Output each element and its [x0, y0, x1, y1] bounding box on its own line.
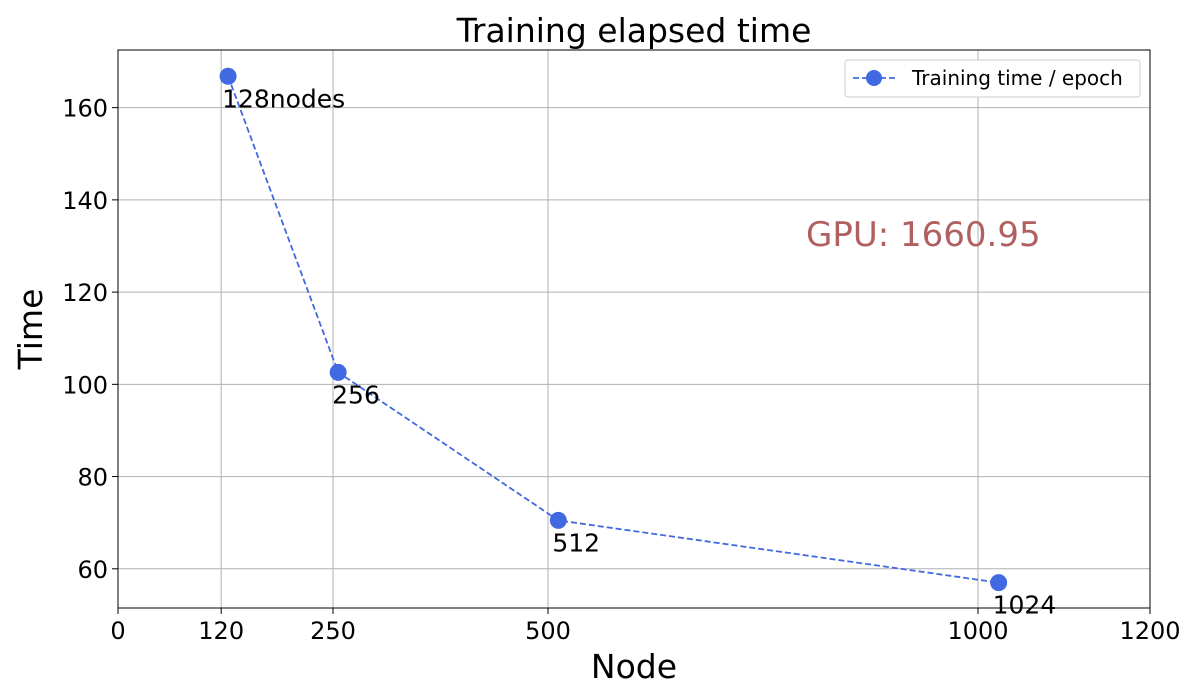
- x-tick-label: 1000: [947, 617, 1008, 645]
- x-tick-label: 250: [310, 617, 356, 645]
- axis-ticks: 0 120 250 500 1000 1200 60 80 100 120 140 160: [62, 95, 1180, 645]
- y-tick-label: 60: [77, 556, 108, 584]
- plot-area-frame: [117, 49, 1151, 609]
- data-point: [219, 67, 237, 85]
- data-point: [549, 511, 567, 529]
- data-point: [329, 363, 347, 381]
- y-tick-label: 80: [77, 464, 108, 492]
- x-axis-label: Node: [591, 647, 677, 686]
- y-tick-label: 120: [62, 279, 108, 307]
- data-point-label: 1024: [993, 591, 1057, 620]
- legend-box: [844, 59, 1141, 98]
- y-axis-label: Time: [11, 289, 50, 371]
- series: 128nodes 256 512 1024: [219, 67, 1057, 620]
- legend: Training time / epoch: [844, 59, 1141, 98]
- gpu-annotation: GPU: 1660.95: [806, 215, 1041, 255]
- y-tick-label: 140: [62, 187, 108, 215]
- chart-title: Training elapsed time: [456, 11, 812, 50]
- data-point: [990, 574, 1008, 592]
- x-tick-label: 120: [198, 617, 244, 645]
- data-point-label: 512: [552, 528, 600, 557]
- x-tick-label: 500: [525, 617, 571, 645]
- legend-label: Training time / epoch: [911, 66, 1123, 90]
- x-tick-label: 0: [110, 617, 125, 645]
- x-tick-label: 1200: [1119, 617, 1180, 645]
- series-line: [227, 75, 999, 584]
- y-tick-label: 160: [62, 95, 108, 123]
- legend-marker-swatch: [866, 70, 882, 86]
- data-point-label: 256: [332, 380, 380, 409]
- y-tick-label: 100: [62, 371, 108, 399]
- grid: [117, 50, 1151, 608]
- data-point-label: 128nodes: [222, 84, 345, 113]
